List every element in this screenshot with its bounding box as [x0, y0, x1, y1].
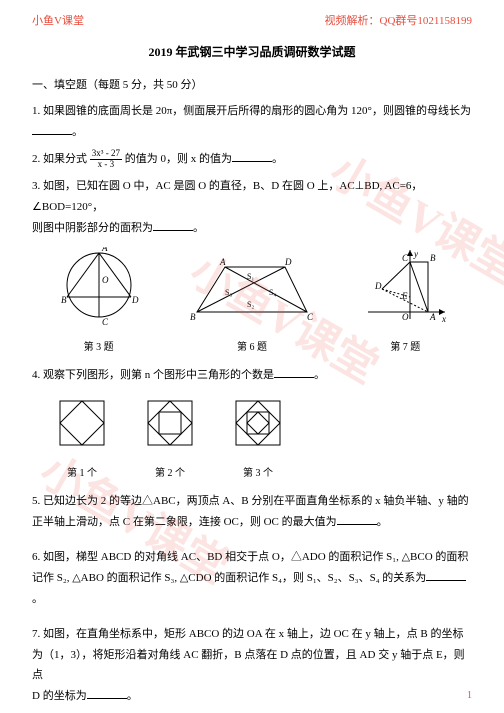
figure-label: 第 7 题	[360, 339, 450, 357]
figure-7: x y O C B A D E 第 7 题	[360, 247, 450, 357]
svg-text:C: C	[307, 312, 314, 322]
header-left: 小鱼V课堂	[32, 12, 84, 32]
figures-row-2: 第 1 个 第 2 个 第 3 个	[32, 393, 472, 483]
pattern-1: 第 1 个	[52, 393, 112, 483]
problem-text: 记作 S₂, △ABO 的面积记作 S₃, △CDO 的面积记作 S₄，则 S₁…	[32, 572, 426, 584]
header-right: 视频解析：QQ群号1021158199	[325, 12, 472, 32]
blank	[32, 123, 72, 135]
trapezoid-diagram: A D B C S₁ S₃ S₄ S₂	[187, 257, 317, 327]
problem-1: 1. 如果圆锥的底面周长是 20π，侧面展开后所得的扇形的圆心角为 120°，则…	[32, 101, 472, 143]
blank	[274, 366, 314, 378]
blank	[426, 569, 466, 581]
pattern-3: 第 3 个	[228, 393, 288, 483]
svg-text:O: O	[102, 275, 109, 285]
page-title: 2019 年武钢三中学习品质调研数学试题	[32, 42, 472, 64]
svg-text:A: A	[219, 257, 226, 267]
problem-text: 7. 如图，在直角坐标系中，矩形 ABCO 的边 OA 在 x 轴上，边 OC …	[32, 624, 472, 645]
figure-6: A D B C S₁ S₃ S₄ S₂ 第 6 题	[187, 257, 317, 357]
problem-6: 6. 如图，梯型 ABCD 的对角线 AC、BD 相交于点 O，△ADO 的面积…	[32, 547, 472, 610]
figure-label: 第 6 题	[187, 339, 317, 357]
problem-text: 则图中阴影部分的面积为	[32, 222, 153, 234]
problem-7: 7. 如图，在直角坐标系中，矩形 ABCO 的边 OA 在 x 轴上，边 OC …	[32, 624, 472, 708]
svg-text:A: A	[101, 247, 108, 253]
section-header: 一、填空题（每题 5 分，共 50 分）	[32, 76, 472, 96]
svg-text:B: B	[61, 295, 67, 305]
svg-text:S₁: S₁	[247, 272, 254, 281]
blank	[337, 513, 377, 525]
svg-text:x: x	[441, 314, 446, 324]
page-number: 1	[467, 687, 472, 705]
denominator: x - 3	[90, 160, 122, 170]
svg-text:D: D	[374, 281, 382, 291]
blank	[153, 219, 193, 231]
problem-3: 3. 如图，已知在圆 O 中，AC 是圆 O 的直径，B、D 在圆 O 上，AC…	[32, 176, 472, 239]
svg-text:B: B	[190, 312, 196, 322]
problem-text: 3. 如图，已知在圆 O 中，AC 是圆 O 的直径，B、D 在圆 O 上，AC…	[32, 176, 472, 218]
problem-5: 5. 已知边长为 2 的等边△ABC，两顶点 A、B 分别在平面直角坐标系的 x…	[32, 491, 472, 533]
svg-text:A: A	[429, 312, 436, 322]
square-pattern	[52, 393, 112, 453]
problem-text: 1. 如果圆锥的底面周长是 20π，侧面展开后所得的扇形的圆心角为 120°，则…	[32, 105, 471, 117]
figure-label: 第 3 题	[54, 339, 144, 357]
circle-diagram: A O B D C	[54, 247, 144, 327]
figure-label: 第 2 个	[140, 465, 200, 483]
figure-label: 第 3 个	[228, 465, 288, 483]
problem-text: 为（1，3），将矩形沿着对角线 AC 翻折，B 点落在 D 点的位置，且 AD …	[32, 645, 472, 687]
svg-text:S₂: S₂	[247, 300, 254, 309]
svg-text:O: O	[402, 312, 409, 322]
svg-text:C: C	[102, 317, 109, 327]
svg-text:E: E	[401, 291, 408, 301]
problem-text: 6. 如图，梯型 ABCD 的对角线 AC、BD 相交于点 O，△ADO 的面积…	[32, 547, 472, 568]
coordinate-diagram: x y O C B A D E	[360, 247, 450, 327]
svg-text:B: B	[430, 253, 436, 263]
svg-text:C: C	[402, 253, 409, 263]
svg-text:y: y	[413, 249, 418, 259]
problem-2: 2. 如果分式 3x³ - 27 x - 3 的值为 0，则 x 的值为。	[32, 149, 472, 170]
fraction: 3x³ - 27 x - 3	[90, 149, 122, 170]
problem-text: 5. 已知边长为 2 的等边△ABC，两顶点 A、B 分别在平面直角坐标系的 x…	[32, 491, 472, 512]
figure-label: 第 1 个	[52, 465, 112, 483]
blank	[232, 150, 272, 162]
problem-4: 4. 观察下列图形，则第 n 个图形中三角形的个数是。	[32, 365, 472, 386]
pattern-2: 第 2 个	[140, 393, 200, 483]
square-pattern	[228, 393, 288, 453]
problem-text: 的值为 0，则 x 的值为	[125, 153, 232, 165]
problem-text: D 的坐标为	[32, 690, 87, 702]
svg-text:S₄: S₄	[269, 288, 276, 297]
figures-row-1: A O B D C 第 3 题 A D B C S₁ S₃ S₄ S₂ 第 6 …	[32, 247, 472, 357]
problem-text: 正半轴上滑动，点 C 在第二象限，连接 OC，则 OC 的最大值为	[32, 516, 337, 528]
square-pattern	[140, 393, 200, 453]
problem-text: 4. 观察下列图形，则第 n 个图形中三角形的个数是	[32, 369, 274, 381]
figure-3: A O B D C 第 3 题	[54, 247, 144, 357]
svg-text:D: D	[284, 257, 292, 267]
blank	[87, 687, 127, 699]
svg-text:D: D	[131, 295, 139, 305]
problem-text: 2. 如果分式	[32, 153, 90, 165]
svg-text:S₃: S₃	[225, 288, 232, 297]
